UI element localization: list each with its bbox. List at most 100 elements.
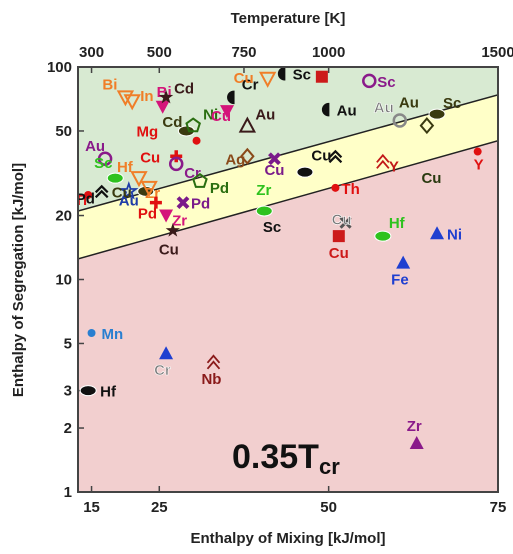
marker-triangle-down-open (116, 90, 135, 107)
point-label: Cd (162, 114, 182, 131)
background-regions (78, 67, 498, 492)
point-label: Hf (389, 215, 406, 232)
x-tick-label: 75 (490, 499, 507, 516)
point-label: Cu (311, 147, 331, 164)
point-label: Cu (264, 162, 284, 179)
marker-ellipse (106, 172, 124, 184)
marker-pentagon-open (185, 117, 201, 133)
point-label: Cu (211, 108, 231, 125)
y-tick-label: 20 (55, 208, 72, 225)
region-top (78, 67, 498, 212)
marker-square (332, 230, 345, 243)
point-label: Pd (191, 196, 210, 213)
marker-circle-open (97, 151, 113, 167)
marker-ellipse (374, 230, 392, 242)
marker-triangle-up (159, 346, 174, 360)
point-label: Au (337, 103, 357, 120)
lower-boundary-line (78, 139, 498, 260)
point-label: Pd (138, 206, 157, 223)
marker-square (315, 70, 328, 83)
y-tick-label: 5 (64, 335, 72, 352)
point-label: Ag (225, 151, 245, 168)
y-tick-label: 100 (47, 59, 72, 76)
marker-chevron-open (376, 153, 390, 169)
marker-dot (87, 329, 96, 338)
point-label: Fe (391, 272, 409, 289)
marker-circle-open (362, 73, 377, 89)
top-axis-title: Temperature [K] (231, 10, 346, 27)
annotation-subscript: cr (319, 454, 340, 479)
y-axis-title: Enthalpy of Segregation [kJ/mol] (10, 163, 27, 397)
y-tick-label: 1 (64, 484, 72, 501)
marker-plus (149, 196, 162, 209)
x-tick-label: 15 (83, 499, 100, 516)
point-label: Cd (174, 80, 194, 97)
marker-ellipse (79, 385, 97, 397)
marker-chevron (328, 149, 343, 164)
point-label: Ni (447, 226, 462, 243)
marker-triangle-down (220, 105, 235, 119)
y-tick-label: 2 (64, 420, 72, 437)
point-label: Cu (329, 245, 349, 262)
marker-star (165, 223, 180, 237)
point-label: Zr (172, 213, 187, 230)
point-label: Au (374, 100, 394, 117)
marker-triangle-up-open (238, 116, 257, 133)
point-label: Pd (210, 180, 229, 197)
marker-triangle-down (155, 100, 170, 114)
point-label: Bi (102, 76, 117, 93)
marker-dot (84, 190, 93, 199)
point-label: Cu (140, 149, 160, 166)
axes-ticks: 15 25 50 75 1 2 3 5 10 20 50 100 300 500 750 1000 1500 (47, 44, 513, 516)
marker-dot (331, 183, 340, 192)
marker-ellipse (296, 166, 314, 178)
region-middle (78, 94, 498, 259)
top-tick-label: 1500 (481, 44, 513, 61)
marker-half-circle (321, 102, 330, 117)
point-label: Cu (332, 212, 352, 229)
marker-triangle-up (409, 436, 424, 450)
marker-diamond-open (419, 117, 435, 135)
point-label: Cu (421, 170, 441, 187)
top-tick-label: 750 (231, 44, 256, 61)
point-label: Sc (263, 219, 281, 236)
top-tick-label: 300 (79, 44, 104, 61)
marker-circle-open (392, 113, 408, 128)
marker-chevron (94, 184, 109, 199)
point-label: Sc (377, 74, 395, 91)
marker-half-circle (277, 67, 286, 81)
point-label: Y (474, 157, 484, 174)
x-tick-label: 50 (320, 499, 337, 516)
point-label: Hf (100, 384, 117, 401)
marker-pentagon-open (192, 173, 208, 188)
point-label: Y (389, 158, 399, 175)
point-label: Cr (154, 362, 171, 379)
point-label: Zr (145, 185, 160, 202)
marker-diamond-open (240, 147, 255, 165)
point-label: Cu (234, 70, 254, 87)
marker-triangle-down (159, 209, 174, 223)
top-tick-label: 1000 (312, 44, 345, 61)
marker-ellipse (255, 205, 273, 217)
marker-half-circle (227, 90, 235, 105)
marker-x-open (339, 216, 352, 229)
point-label: Sc (293, 67, 311, 84)
point-label: Sc (443, 95, 461, 112)
point-label: Pd (76, 190, 95, 207)
marker-plus (170, 150, 183, 163)
y-tick-label: 10 (55, 272, 72, 289)
point-label: Cu (112, 184, 132, 201)
point-label: Au (399, 95, 419, 112)
point-label: Au (255, 107, 275, 124)
point-label: Th (341, 181, 359, 198)
marker-circle-open (168, 156, 184, 172)
top-tick-label: 500 (147, 44, 172, 61)
y-tick-label: 3 (64, 383, 72, 400)
marker-chevron-open (206, 354, 221, 370)
point-label: Nb (201, 371, 221, 388)
marker-x (176, 196, 190, 210)
point-label: In (140, 88, 153, 105)
point-label: Au (85, 138, 105, 155)
